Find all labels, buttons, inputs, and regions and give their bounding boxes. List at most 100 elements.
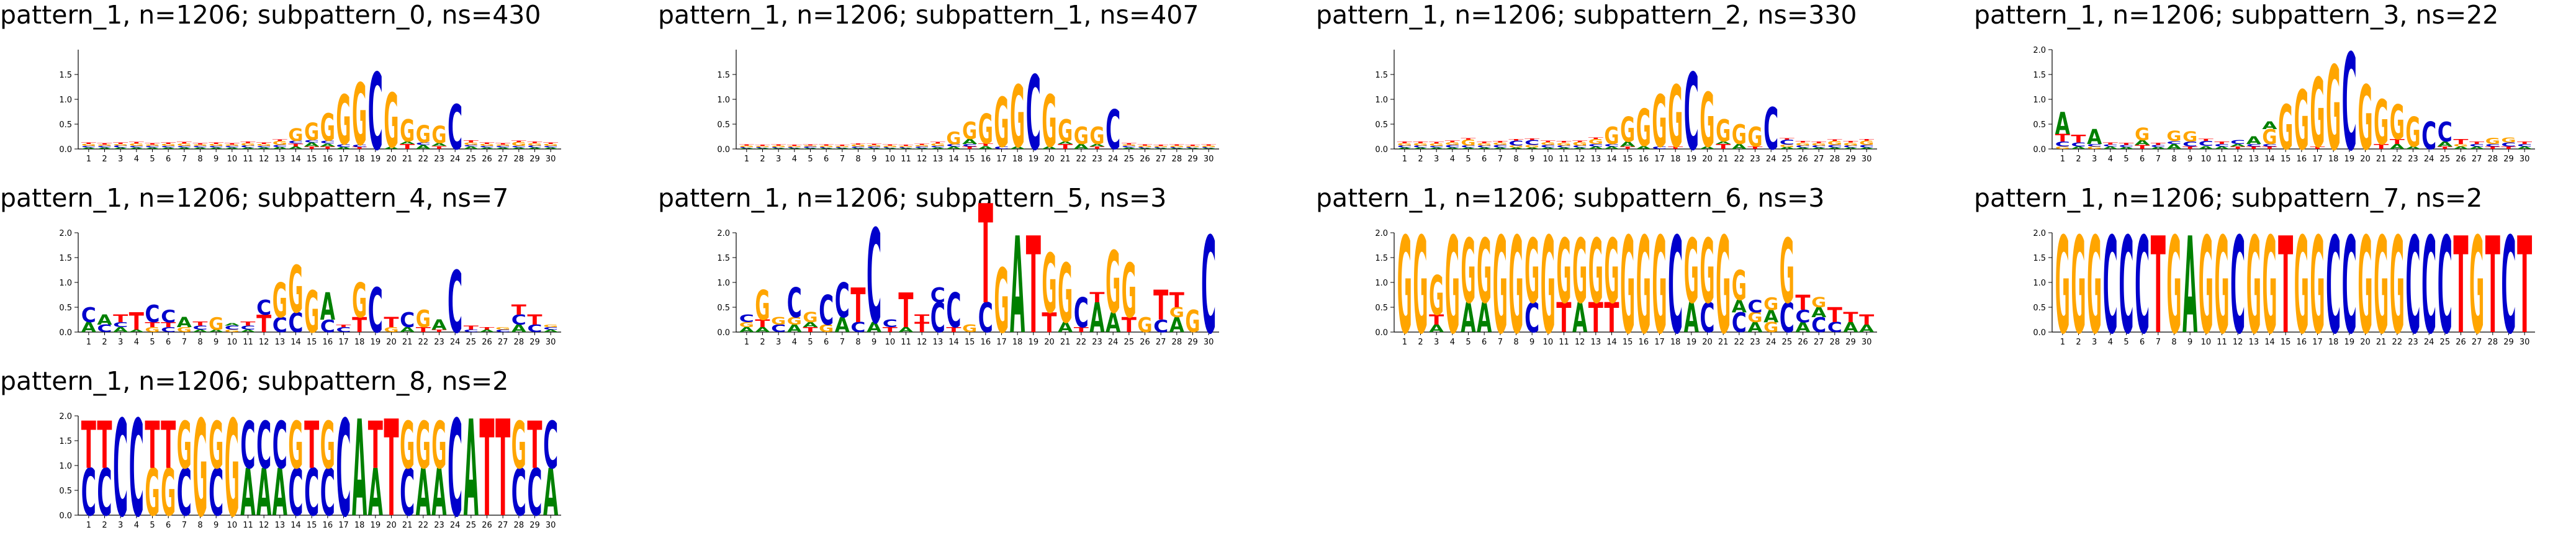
logo-letter-glyph: A bbox=[1508, 147, 1523, 150]
logo-letter-glyph: C bbox=[771, 323, 786, 335]
logo-letter-glyph: A bbox=[787, 323, 802, 335]
logo-letter-G: G bbox=[1604, 221, 1619, 323]
logo-letter-glyph: T bbox=[755, 145, 770, 146]
logo-letter-glyph: G bbox=[1636, 99, 1651, 158]
logo-letter-glyph: C bbox=[145, 300, 160, 328]
x-tick-label: 10 bbox=[227, 155, 238, 164]
logo-letter-C: C bbox=[400, 308, 415, 332]
logo-letter-C: C bbox=[2166, 140, 2181, 145]
panel-title: pattern_1, n=1206; subpattern_4, ns=7 bbox=[0, 183, 509, 213]
logo-letter-glyph: G bbox=[1811, 295, 1826, 311]
logo-letter-G: G bbox=[464, 142, 479, 145]
logo-letter-glyph: T bbox=[97, 143, 112, 145]
panel-title: pattern_1, n=1206; subpattern_7, ns=2 bbox=[1974, 183, 2483, 213]
logo-letter-A: A bbox=[113, 326, 128, 334]
logo-letter-glyph: G bbox=[2199, 210, 2213, 364]
logo-letter-T: T bbox=[1026, 210, 1041, 364]
logo-letter-G: G bbox=[2214, 210, 2229, 364]
logo-letter-glyph: G bbox=[978, 106, 993, 153]
y-tick-label: 1.5 bbox=[2033, 254, 2046, 263]
x-tick-label: 11 bbox=[1559, 155, 1569, 164]
logo-letter-A: A bbox=[431, 456, 446, 531]
x-tick-label: 13 bbox=[933, 338, 943, 347]
x-tick-label: 23 bbox=[434, 521, 444, 530]
logo-letter-C: C bbox=[1541, 144, 1556, 148]
y-tick-label: 1.5 bbox=[59, 254, 72, 263]
logo-letter-glyph: G bbox=[2087, 146, 2102, 150]
logo-letter-T: T bbox=[739, 144, 755, 146]
x-tick-label: 19 bbox=[1687, 155, 1697, 164]
logo-letter-glyph: A bbox=[1588, 146, 1603, 150]
logo-letter-C: C bbox=[1795, 145, 1810, 148]
logo-letter-glyph: G bbox=[464, 142, 479, 145]
logo-letter-glyph: T bbox=[161, 321, 176, 329]
logo-letter-glyph: G bbox=[803, 310, 817, 326]
logo-letter-glyph: T bbox=[819, 144, 834, 146]
logo-letter-glyph: G bbox=[2310, 59, 2325, 169]
logo-letter-glyph: G bbox=[1811, 142, 1826, 146]
logo-letter-glyph: A bbox=[2199, 145, 2214, 150]
logo-letter-glyph: A bbox=[835, 313, 850, 337]
logo-letter-T: T bbox=[2199, 138, 2213, 142]
x-tick-label: 22 bbox=[1076, 338, 1087, 347]
logo-letter-glyph: G bbox=[994, 84, 1009, 163]
y-tick-label: 0.5 bbox=[1375, 304, 1388, 313]
x-tick-label: 11 bbox=[243, 338, 253, 347]
logo-letter-C: C bbox=[448, 253, 462, 352]
x-tick-label: 14 bbox=[290, 338, 301, 347]
logo-letter-T: T bbox=[819, 144, 834, 146]
logo-letter-T: T bbox=[129, 142, 145, 144]
logo-letter-glyph: G bbox=[1524, 221, 1539, 323]
logo-letter-T: T bbox=[1089, 146, 1104, 150]
logo-letter-glyph: A bbox=[209, 147, 223, 150]
logo-letter-glyph: C bbox=[400, 456, 415, 531]
logo-letter-C: C bbox=[1201, 210, 1216, 364]
x-tick-label: 4 bbox=[1450, 338, 1455, 347]
logo-letter-glyph: A bbox=[1524, 147, 1539, 150]
logo-letter-T: T bbox=[978, 176, 993, 335]
logo-letter-G: G bbox=[1652, 210, 1667, 364]
logo-letter-A: A bbox=[1010, 146, 1025, 150]
logo-letter-G: G bbox=[2358, 68, 2372, 170]
logo-letter-T: T bbox=[1445, 140, 1461, 143]
logo-letter-T: T bbox=[479, 326, 494, 330]
logo-letter-glyph: A bbox=[1780, 146, 1795, 150]
x-tick-label: 25 bbox=[1782, 338, 1793, 347]
logo-letter-T: T bbox=[850, 143, 866, 145]
x-tick-label: 21 bbox=[1060, 338, 1071, 347]
logo-letter-glyph: G bbox=[771, 315, 786, 327]
y-tick-label: 0.5 bbox=[1375, 120, 1388, 130]
logo-letter-A: A bbox=[1185, 148, 1200, 150]
logo-letter-C: C bbox=[320, 456, 335, 531]
logo-letter-glyph: G bbox=[1493, 210, 1508, 364]
logo-letter-glyph: A bbox=[1397, 147, 1412, 150]
logo-letter-A: A bbox=[1122, 147, 1137, 150]
logo-letter-glyph: C bbox=[1747, 297, 1762, 317]
y-tick-label: 0.5 bbox=[2033, 120, 2046, 130]
logo-letter-T: T bbox=[113, 313, 128, 325]
logo-letter-glyph: G bbox=[177, 409, 192, 484]
logo-letter-C: C bbox=[1122, 146, 1137, 148]
x-tick-label: 2 bbox=[760, 155, 765, 164]
logo-letter-glyph: A bbox=[177, 147, 192, 150]
x-tick-label: 26 bbox=[1140, 338, 1150, 347]
logo-letter-G: G bbox=[1572, 221, 1587, 323]
logo-letter-glyph: G bbox=[1089, 122, 1104, 150]
logo-letter-C: C bbox=[1747, 297, 1762, 317]
logo-letter-T: T bbox=[1153, 282, 1168, 330]
logo-letter-A: A bbox=[320, 285, 335, 329]
logo-letter-C: C bbox=[145, 146, 160, 148]
logo-letter-C: C bbox=[527, 323, 542, 335]
logo-letter-A: A bbox=[787, 148, 802, 150]
logo-letter-G: G bbox=[1716, 210, 1731, 364]
logo-letter-G: G bbox=[2166, 128, 2181, 145]
logo-letter-glyph: A bbox=[240, 456, 255, 531]
x-tick-label: 3 bbox=[776, 338, 781, 347]
x-tick-label: 8 bbox=[1513, 338, 1518, 347]
logo-letter-T: T bbox=[2517, 141, 2532, 145]
logo-letter-G: G bbox=[81, 143, 96, 146]
logo-letter-A: A bbox=[2055, 107, 2070, 142]
logo-letter-T: T bbox=[209, 142, 224, 145]
logo-panel-4: pattern_1, n=1206; subpattern_4, ns=7 0.… bbox=[0, 183, 621, 353]
logo-letter-glyph: C bbox=[81, 456, 96, 531]
